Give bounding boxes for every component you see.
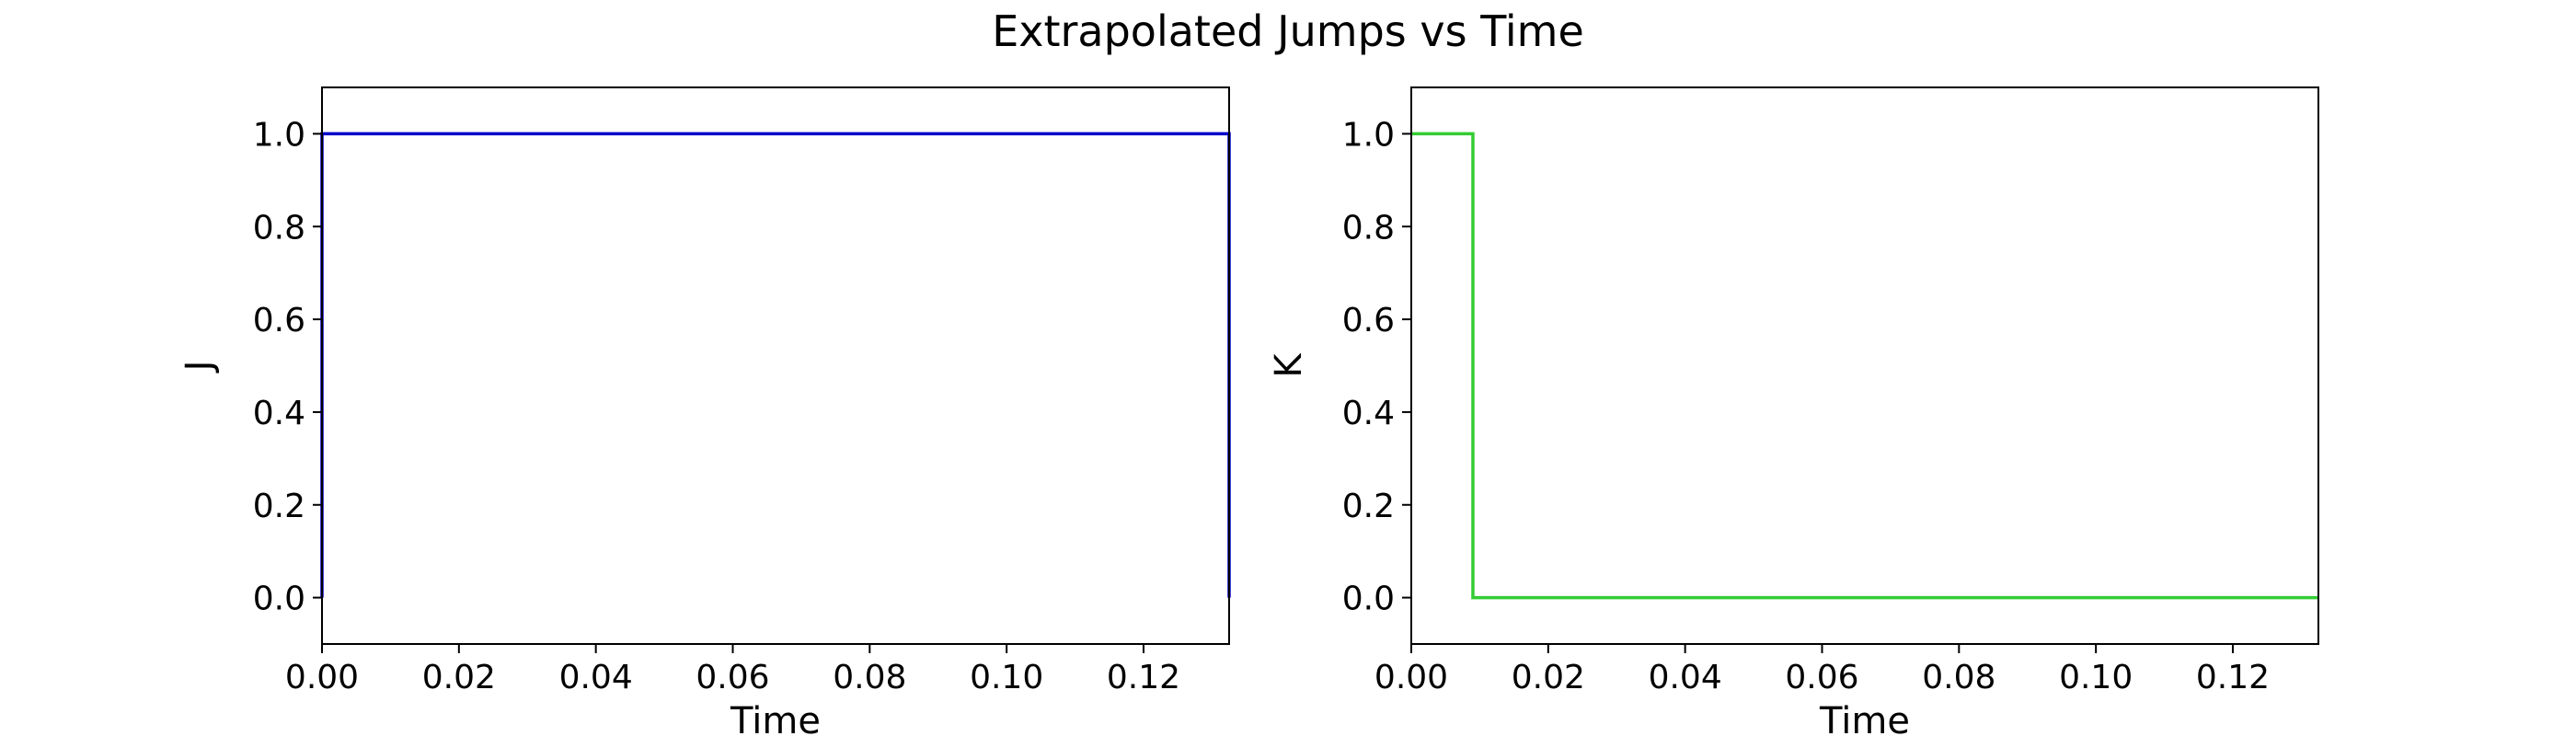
x-tick-label-k-5: 0.10 [2059, 659, 2133, 696]
x-axis-label-k: Time [1819, 700, 1910, 736]
x-tick-label-k-3: 0.06 [1785, 659, 1858, 696]
figure-title: Extrapolated Jumps vs Time [992, 6, 1584, 56]
plot-j-vs-time: 0.00 0.02 0.04 0.06 0.08 0.10 0.12 0.0 0.2 0.4 0.6… [178, 86, 1231, 736]
series-line-k-0 [1411, 132, 2318, 600]
plot-frame-j [321, 86, 1230, 645]
x-tick-label-k-1: 0.02 [1512, 659, 1585, 696]
x-tick-label-k-4: 0.08 [1922, 659, 1995, 696]
x-tick-label-j-2: 0.04 [559, 659, 633, 696]
x-tick-label-k-2: 0.04 [1649, 659, 1722, 696]
x-axis-label-j: Time [730, 700, 821, 736]
y-axis-label-j: J [178, 361, 221, 374]
y-tick-label-j-3: 0.6 [253, 302, 305, 339]
y-tick-label-j-2: 0.4 [253, 395, 305, 432]
x-tick-label-j-4: 0.08 [833, 659, 906, 696]
x-tick-label-k-6: 0.12 [2196, 659, 2270, 696]
y-tick-label-k-2: 0.4 [1342, 395, 1395, 432]
x-tick-label-j-0: 0.00 [285, 659, 359, 696]
plot-frame-k [1410, 86, 2319, 645]
y-tick-label-j-5: 1.0 [253, 116, 305, 154]
plot-k-vs-time: 0.00 0.02 0.04 0.06 0.08 0.10 0.12 0.0 0.2 0.4 0.6… [1268, 86, 2319, 736]
y-tick-label-k-1: 0.2 [1342, 488, 1395, 525]
y-tick-label-k-4: 0.8 [1342, 209, 1395, 247]
x-tick-label-j-5: 0.10 [970, 659, 1043, 696]
y-tick-label-k-0: 0.0 [1342, 581, 1395, 618]
y-axis-label-k: K [1268, 352, 1310, 378]
x-tick-label-j-6: 0.12 [1107, 659, 1180, 696]
x-tick-label-k-0: 0.00 [1374, 659, 1448, 696]
y-tick-label-j-1: 0.2 [253, 488, 305, 525]
y-tick-label-j-4: 0.8 [253, 209, 305, 247]
x-tick-label-j-3: 0.06 [696, 659, 769, 696]
y-tick-label-k-5: 1.0 [1342, 116, 1395, 154]
y-tick-label-j-0: 0.0 [253, 581, 305, 618]
x-tick-label-j-1: 0.02 [422, 659, 496, 696]
y-tick-label-k-3: 0.6 [1342, 302, 1395, 339]
